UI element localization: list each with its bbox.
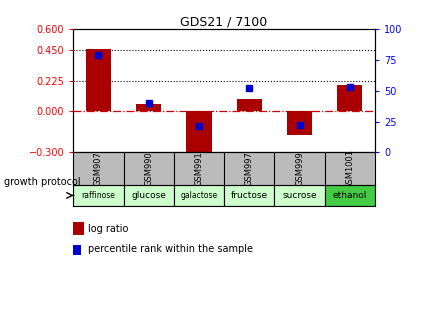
Text: GSM997: GSM997	[244, 151, 253, 186]
Text: ethanol: ethanol	[332, 191, 366, 200]
Text: sucrose: sucrose	[282, 191, 316, 200]
Text: GSM1001: GSM1001	[344, 148, 353, 189]
Text: raffinose: raffinose	[81, 191, 115, 200]
Bar	[73, 185, 123, 206]
Text: GSM990: GSM990	[144, 151, 153, 186]
Bar	[337, 85, 362, 111]
Bar	[236, 99, 261, 111]
Bar	[123, 185, 173, 206]
Bar	[274, 185, 324, 206]
Bar	[136, 105, 161, 111]
Title: GDS21 / 7100: GDS21 / 7100	[180, 15, 267, 28]
Bar	[86, 48, 111, 111]
Text: GSM991: GSM991	[194, 151, 203, 186]
Text: log ratio: log ratio	[88, 224, 129, 234]
Text: fructose: fructose	[230, 191, 267, 200]
Bar	[173, 185, 224, 206]
Bar	[224, 185, 274, 206]
Bar	[324, 185, 374, 206]
Text: glucose: glucose	[131, 191, 166, 200]
Bar	[186, 111, 211, 158]
Text: growth protocol: growth protocol	[4, 177, 81, 187]
Bar	[286, 111, 311, 134]
Text: GSM999: GSM999	[295, 151, 303, 186]
Text: GSM907: GSM907	[94, 151, 103, 186]
Text: percentile rank within the sample: percentile rank within the sample	[88, 244, 253, 253]
Text: galactose: galactose	[180, 191, 217, 200]
